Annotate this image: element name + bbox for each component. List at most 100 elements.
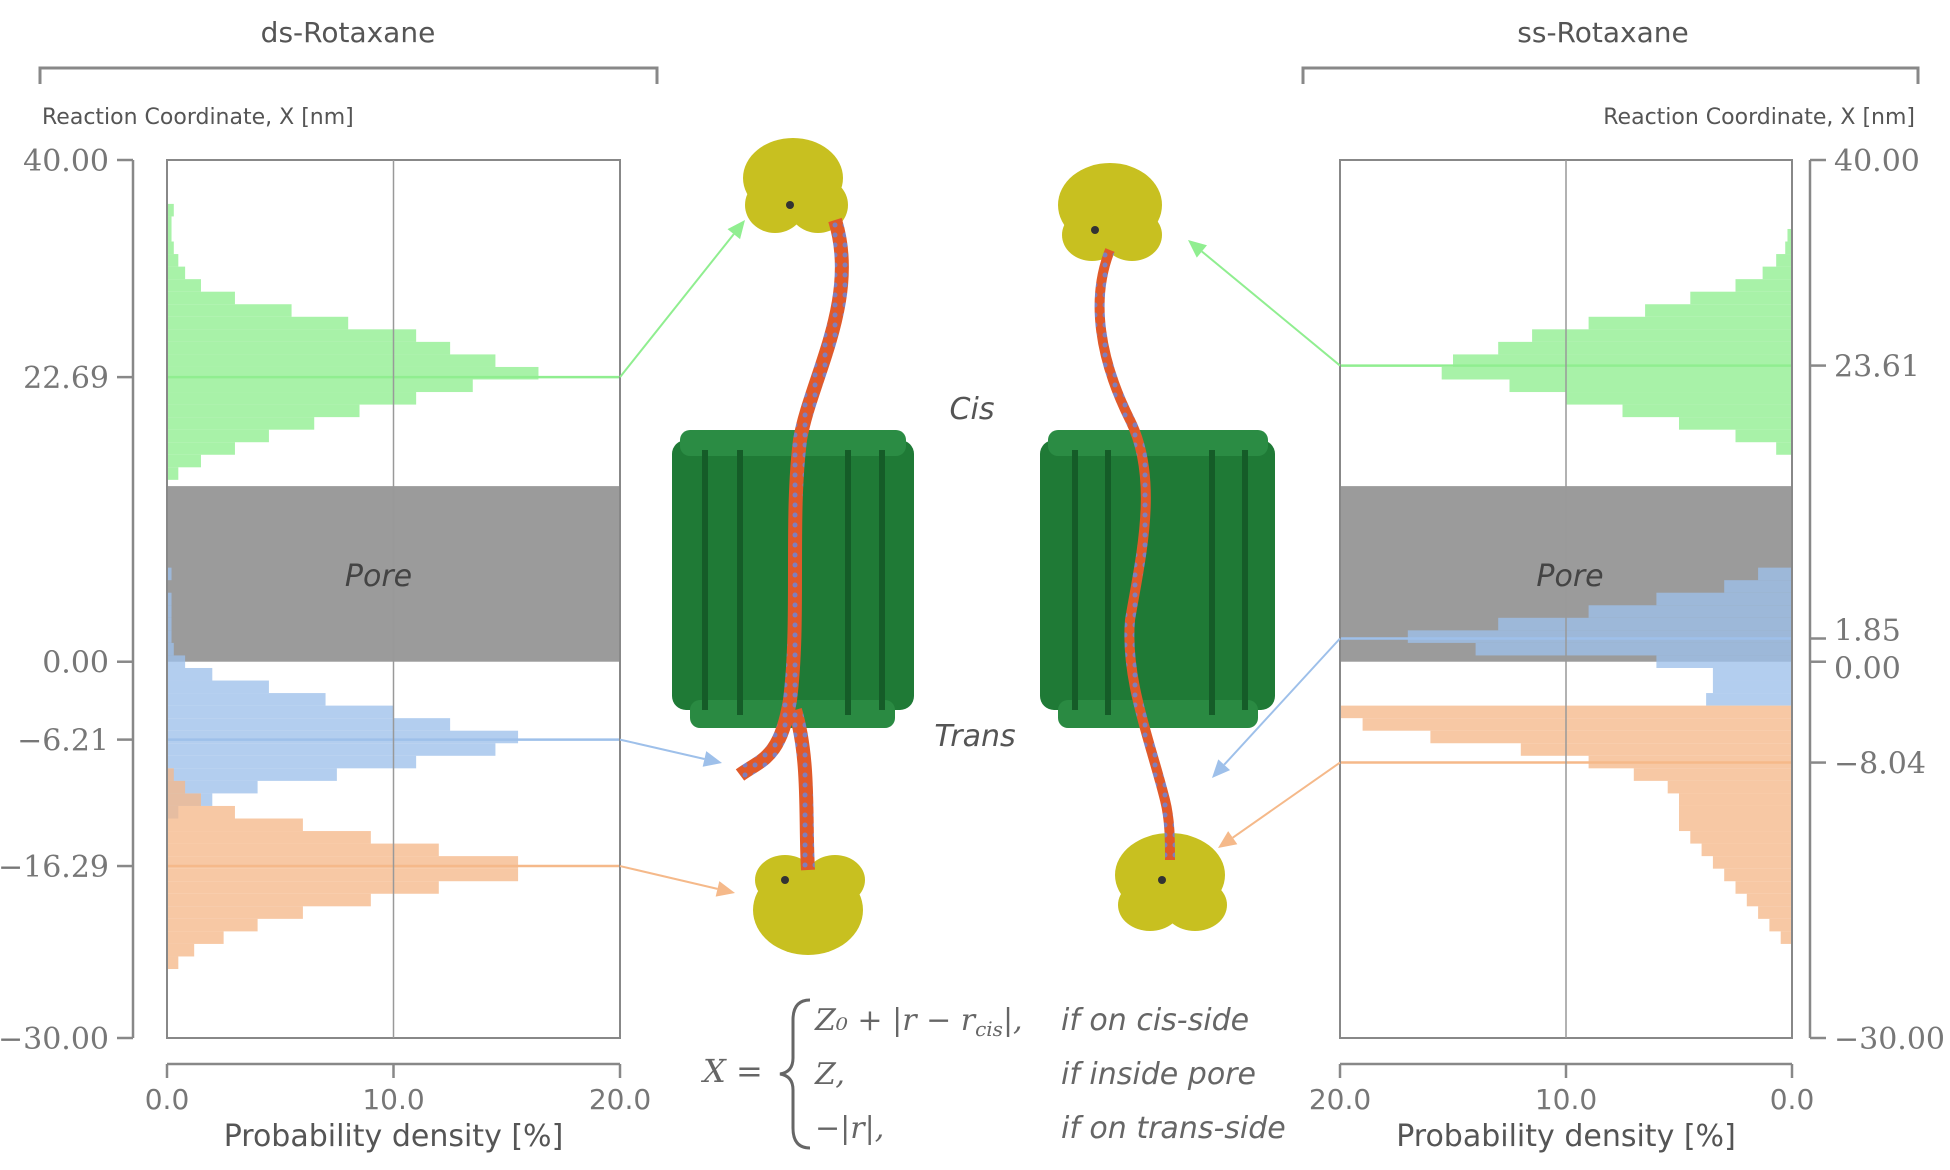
ss-bar bbox=[1430, 730, 1792, 744]
ds-bar bbox=[167, 931, 224, 944]
ds-bar bbox=[167, 454, 201, 468]
ds-bar bbox=[167, 755, 417, 769]
ds-bar bbox=[167, 831, 371, 844]
ds-dna-strand-2 bbox=[788, 707, 815, 871]
ss-ytick-label: 1.85 bbox=[1834, 614, 1901, 649]
ss-bar bbox=[1633, 768, 1792, 781]
ds-bar bbox=[167, 266, 186, 280]
ds-rotaxane-structure bbox=[672, 138, 914, 955]
ss-ytick-label: −8.04 bbox=[1834, 747, 1926, 782]
ds-bar bbox=[167, 617, 172, 631]
connector-arrow bbox=[1218, 761, 1341, 848]
ss-rotaxane-panel: ss-Rotaxane Reaction Coordinate, X [nm] … bbox=[1301, 16, 1945, 1154]
ds-bar bbox=[167, 943, 195, 957]
ds-bar bbox=[167, 868, 519, 882]
ds-ylabel: Reaction Coordinate, X [nm] bbox=[42, 105, 354, 130]
equation-case-trans: −|r|, if on trans-side bbox=[815, 1111, 1286, 1146]
ss-xlabel: Probability density [%] bbox=[1396, 1119, 1736, 1154]
ds-bar bbox=[167, 730, 519, 744]
ds-bar bbox=[167, 768, 337, 781]
case-cis-sub: cis bbox=[975, 1017, 1003, 1041]
ds-bar bbox=[167, 780, 258, 794]
ds-axes: Pore 40.00 22.69 0.00 −6.21 −16.29 −30.00 0.0 10… bbox=[0, 144, 651, 1154]
ss-pore-protein bbox=[1040, 430, 1275, 728]
ss-ylabel: Reaction Coordinate, X [nm] bbox=[1603, 105, 1915, 130]
ds-bar bbox=[167, 417, 315, 430]
ss-bar bbox=[1441, 366, 1792, 380]
ds-dna-strand bbox=[735, 217, 849, 781]
ss-bar bbox=[1645, 304, 1792, 317]
ss-bar bbox=[1769, 918, 1792, 932]
ds-ytick-label: −6.21 bbox=[17, 724, 109, 759]
ds-ytick-label: −16.29 bbox=[0, 850, 109, 885]
equation-case-pore: Z, if inside pore bbox=[814, 1057, 1256, 1092]
ds-bar bbox=[167, 768, 174, 781]
ds-bar bbox=[167, 718, 451, 731]
ss-series-2 bbox=[1340, 705, 1792, 944]
ds-bar bbox=[167, 379, 473, 393]
connector-arrow bbox=[619, 865, 735, 897]
ss-bar bbox=[1758, 906, 1792, 919]
ss-title-bracket bbox=[1301, 66, 1920, 84]
ds-bar bbox=[167, 667, 213, 681]
ss-axes: Pore 40.00 23.61 1.850.00 −8.04 −30.00 20.0 10.… bbox=[1309, 144, 1945, 1154]
ds-bar bbox=[167, 228, 172, 242]
ds-ytick-label: 40.00 bbox=[23, 144, 109, 179]
connector-arrow bbox=[1188, 240, 1341, 367]
ds-title: ds-Rotaxane bbox=[261, 16, 436, 49]
ds-bar bbox=[167, 254, 179, 267]
ds-bar bbox=[167, 241, 174, 255]
ss-bar bbox=[1785, 241, 1792, 255]
ds-bar bbox=[167, 442, 235, 455]
ds-series-2 bbox=[167, 768, 620, 970]
ds-bar bbox=[167, 893, 371, 907]
ss-bar bbox=[1701, 843, 1792, 857]
ds-bar bbox=[167, 780, 186, 794]
ss-ytick-label: 23.61 bbox=[1834, 350, 1920, 385]
ds-xtick-label: 10.0 bbox=[362, 1083, 424, 1116]
ds-bar bbox=[167, 605, 172, 618]
ss-bar bbox=[1453, 354, 1792, 367]
ss-dna-strand bbox=[1094, 248, 1175, 861]
ss-bar bbox=[1679, 793, 1792, 806]
ss-bar bbox=[1679, 818, 1792, 832]
ds-xlabel: Probability density [%] bbox=[224, 1119, 564, 1154]
ss-bar bbox=[1746, 893, 1792, 907]
trans-label: Trans bbox=[934, 719, 1015, 754]
ss-bar bbox=[1679, 805, 1792, 819]
ds-bar bbox=[167, 467, 179, 480]
ss-rotaxane-structure bbox=[1040, 163, 1275, 931]
ds-bar bbox=[167, 304, 292, 317]
ss-bar bbox=[1588, 316, 1792, 330]
ss-bar bbox=[1498, 341, 1792, 355]
ds-bar bbox=[167, 693, 326, 706]
case-pore-cond: if inside pore bbox=[1061, 1057, 1256, 1092]
ds-bar bbox=[167, 630, 172, 643]
ss-bar bbox=[1588, 605, 1792, 618]
ds-bar bbox=[167, 341, 451, 355]
case-cis-cond: if on cis-side bbox=[1061, 1003, 1249, 1038]
ds-bar bbox=[167, 906, 303, 919]
ds-bar bbox=[167, 404, 360, 418]
ds-bar bbox=[167, 705, 394, 719]
molecular-illustration: Cis Trans bbox=[672, 138, 1275, 955]
ds-bar bbox=[167, 655, 186, 668]
ds-bar bbox=[167, 642, 174, 656]
ss-bar bbox=[1520, 743, 1792, 756]
ss-bar bbox=[1706, 693, 1792, 706]
case-cis-tail: |, bbox=[1003, 1003, 1023, 1038]
ss-title: ss-Rotaxane bbox=[1517, 16, 1688, 49]
ss-bar bbox=[1656, 592, 1792, 606]
ds-bar bbox=[167, 805, 235, 819]
ss-cap-top bbox=[1058, 163, 1162, 261]
ss-xtick-label: 10.0 bbox=[1535, 1083, 1597, 1116]
connector-arrows bbox=[619, 220, 1341, 897]
ss-bar bbox=[1622, 404, 1792, 418]
ds-bar bbox=[167, 793, 201, 806]
case-cis-expr: Z₀ + |r − r bbox=[814, 1003, 977, 1038]
ds-bar bbox=[167, 881, 439, 894]
ds-ytick-label: −30.00 bbox=[0, 1022, 109, 1057]
ss-bar bbox=[1787, 228, 1792, 242]
ss-ytick-label: 40.00 bbox=[1834, 144, 1920, 179]
ds-bar bbox=[167, 843, 439, 857]
